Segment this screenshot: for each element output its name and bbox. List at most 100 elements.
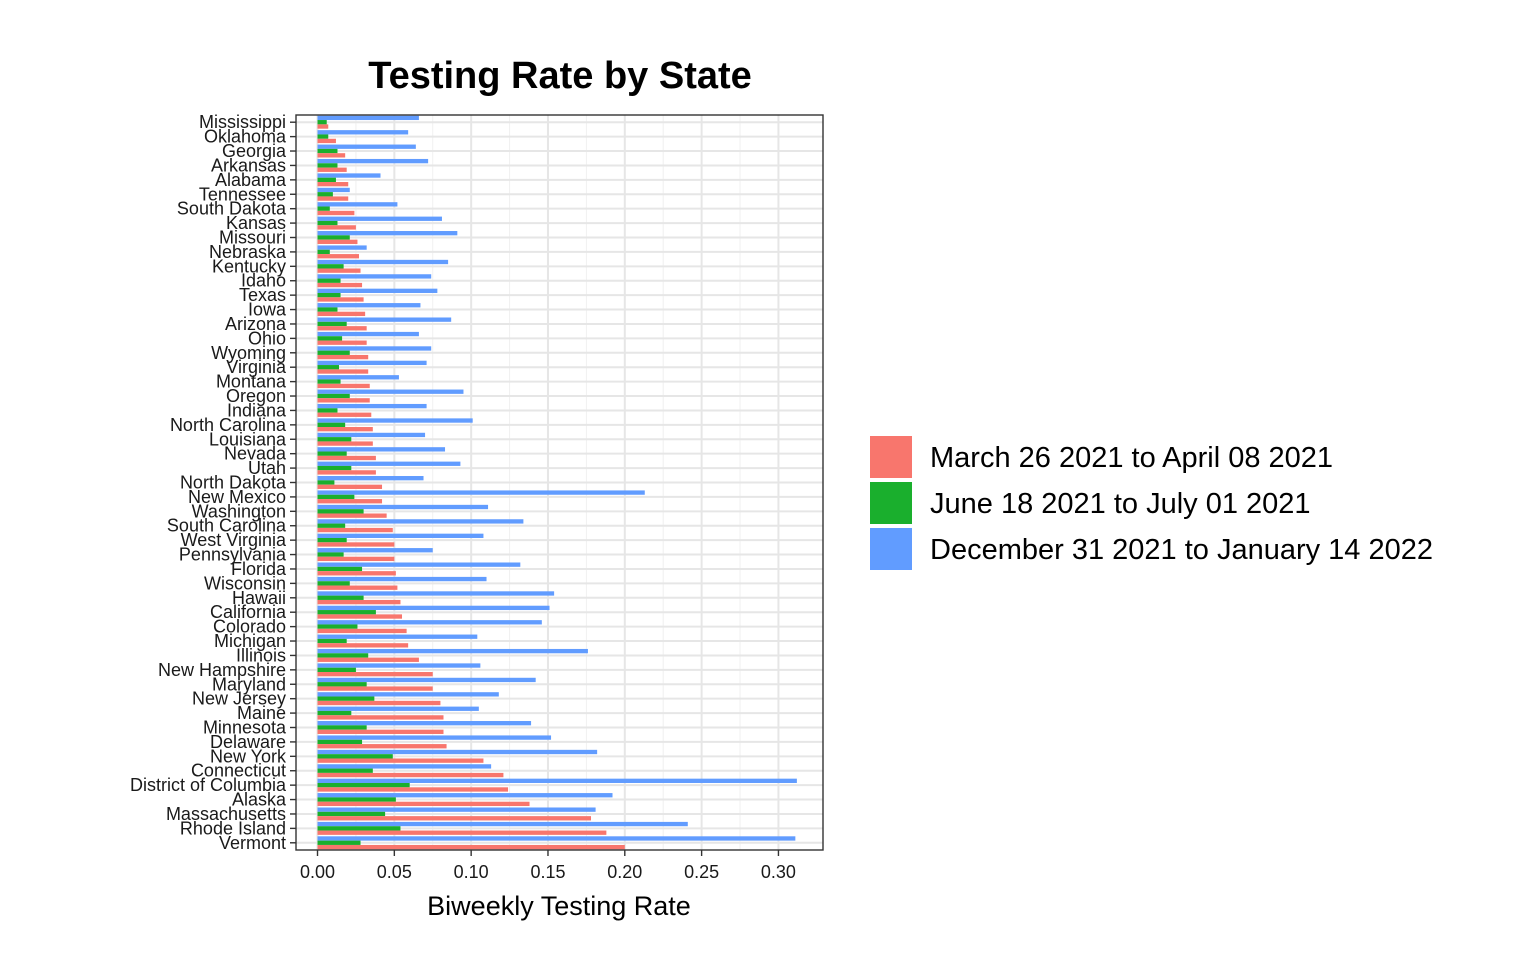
legend-label: December 31 2021 to January 14 2022 bbox=[930, 534, 1433, 566]
bar bbox=[317, 836, 796, 841]
bar bbox=[317, 628, 407, 634]
bar bbox=[317, 225, 356, 230]
bar bbox=[317, 379, 341, 384]
y-tick-label: West Virginia bbox=[181, 530, 287, 550]
bar bbox=[317, 331, 419, 337]
legend-label: March 26 2021 to April 08 2021 bbox=[930, 442, 1333, 474]
bar bbox=[317, 797, 396, 802]
bar bbox=[317, 548, 433, 553]
bar bbox=[317, 830, 607, 835]
y-tick-label: Ohio bbox=[248, 328, 286, 348]
bar bbox=[317, 542, 395, 547]
bar bbox=[317, 210, 355, 216]
bar bbox=[317, 167, 347, 172]
y-tick-label: New Hampshire bbox=[158, 660, 286, 680]
bar bbox=[317, 239, 358, 244]
bar bbox=[317, 537, 347, 543]
bar bbox=[317, 259, 449, 265]
y-tick-label: New Mexico bbox=[188, 487, 286, 507]
y-tick-label: Alaska bbox=[232, 790, 287, 810]
bar bbox=[317, 754, 393, 759]
bar bbox=[317, 317, 452, 322]
y-tick-label: Louisiana bbox=[209, 429, 287, 449]
bar bbox=[317, 826, 401, 831]
bar bbox=[317, 677, 536, 683]
bar bbox=[317, 571, 396, 576]
bar bbox=[317, 264, 344, 269]
bar bbox=[317, 787, 509, 792]
bar bbox=[317, 523, 346, 528]
legend: March 26 2021 to April 08 2021 June 18 20… bbox=[870, 436, 1433, 570]
bar bbox=[317, 441, 373, 446]
bar bbox=[317, 605, 550, 611]
y-tick-label: Indiana bbox=[227, 400, 287, 420]
bar bbox=[317, 844, 625, 850]
plot-panel bbox=[296, 115, 823, 850]
bar bbox=[317, 620, 542, 625]
bar bbox=[317, 288, 438, 293]
bar bbox=[317, 278, 341, 283]
y-tick-label: Mississippi bbox=[199, 112, 286, 132]
bar bbox=[317, 422, 346, 428]
bar bbox=[317, 624, 358, 629]
y-tick-label: Colorado bbox=[213, 617, 286, 637]
bar bbox=[317, 715, 444, 720]
bar bbox=[317, 749, 598, 755]
bar bbox=[317, 585, 398, 590]
bar bbox=[317, 365, 340, 370]
y-tick-label: Connecticut bbox=[191, 761, 286, 781]
bar bbox=[317, 447, 446, 452]
bar bbox=[317, 576, 487, 582]
bar bbox=[317, 383, 370, 389]
bar bbox=[317, 432, 426, 438]
y-tick-label: South Carolina bbox=[167, 516, 287, 536]
y-tick-label: Massachusetts bbox=[166, 804, 286, 824]
bar bbox=[317, 706, 479, 711]
y-tick-label: Delaware bbox=[210, 732, 286, 752]
legend-key bbox=[870, 528, 912, 570]
bar bbox=[317, 177, 336, 183]
bar bbox=[317, 519, 524, 524]
bar bbox=[317, 393, 350, 399]
bar bbox=[317, 153, 346, 158]
bar bbox=[317, 220, 338, 226]
bar bbox=[317, 764, 492, 769]
bar bbox=[317, 821, 688, 827]
bar bbox=[317, 643, 409, 648]
bar bbox=[317, 470, 376, 475]
bar bbox=[317, 499, 383, 504]
bar bbox=[317, 336, 343, 341]
bar bbox=[317, 134, 329, 139]
y-tick-label: New Jersey bbox=[192, 689, 286, 709]
bar bbox=[317, 206, 330, 211]
x-tick-label: 0.10 bbox=[454, 862, 489, 882]
bar bbox=[317, 389, 464, 394]
y-tick-label: Vermont bbox=[219, 833, 286, 853]
bar bbox=[317, 354, 369, 360]
bar bbox=[317, 340, 367, 345]
bar bbox=[317, 408, 338, 413]
bar bbox=[317, 801, 530, 807]
bar bbox=[317, 772, 504, 778]
bar bbox=[317, 527, 393, 533]
bar bbox=[317, 303, 421, 308]
bar bbox=[317, 739, 363, 745]
bar bbox=[317, 562, 521, 567]
legend-label: June 18 2021 to July 01 2021 bbox=[930, 488, 1311, 520]
bar bbox=[317, 398, 370, 403]
bar bbox=[317, 235, 350, 240]
y-tick-label: Wyoming bbox=[211, 343, 286, 363]
bar bbox=[317, 696, 375, 701]
bar bbox=[317, 710, 352, 716]
bar bbox=[317, 268, 361, 273]
legend-key bbox=[870, 436, 912, 478]
bar bbox=[317, 403, 427, 409]
bar bbox=[317, 202, 398, 207]
bar bbox=[317, 231, 458, 236]
bar bbox=[317, 321, 347, 327]
bar bbox=[317, 346, 432, 351]
bar bbox=[317, 793, 613, 798]
bar bbox=[317, 115, 419, 121]
bar bbox=[317, 807, 596, 812]
bar bbox=[317, 744, 447, 749]
